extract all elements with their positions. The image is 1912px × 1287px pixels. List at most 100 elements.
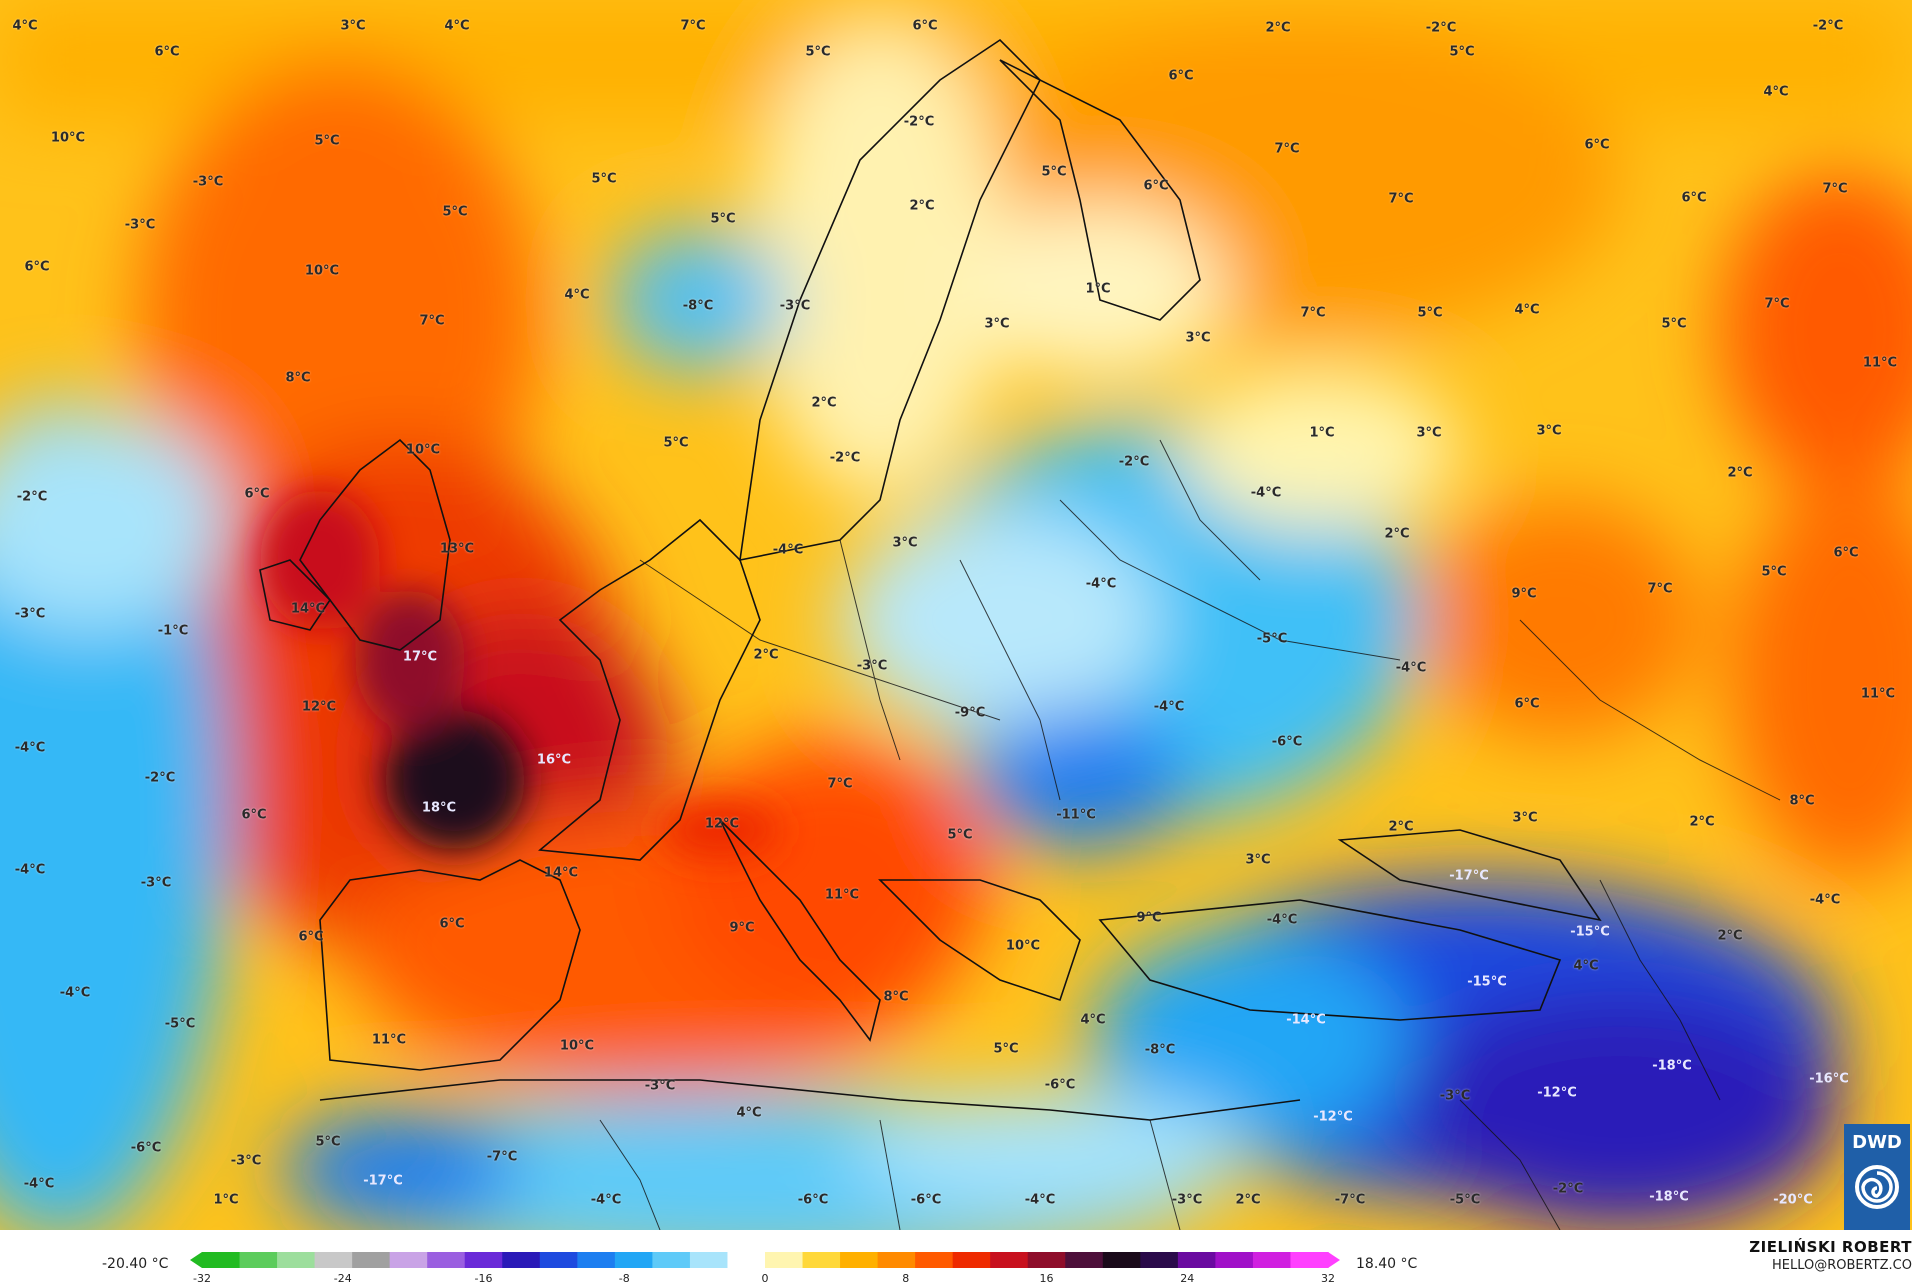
temperature-label: 11°C (1862, 355, 1898, 371)
temperature-label: -3°C (192, 174, 224, 190)
temperature-label: -2°C (16, 489, 48, 505)
temperature-label: 10°C (1005, 938, 1041, 954)
temperature-label: -11°C (1056, 807, 1096, 823)
temperature-label: -7°C (1334, 1192, 1366, 1208)
temperature-label: 2°C (909, 198, 935, 214)
author-name: ZIELIŃSKI ROBERT (1749, 1238, 1912, 1256)
temperature-label: -2°C (903, 114, 935, 130)
temperature-label: 5°C (315, 1134, 341, 1150)
temperature-label: -2°C (829, 450, 861, 466)
temperature-label: 2°C (1384, 526, 1410, 542)
temperature-label: -1°C (157, 623, 189, 639)
temperature-label: -4°C (1153, 699, 1185, 715)
coastlines (259, 38, 1602, 1121)
temperature-label: 8°C (285, 370, 311, 386)
temperature-label: 12°C (704, 816, 740, 832)
temperature-label: 7°C (1647, 581, 1673, 597)
temperature-label: 6°C (439, 916, 465, 932)
temperature-label: -17°C (1449, 868, 1489, 884)
temperature-label: -12°C (1537, 1085, 1577, 1101)
temperature-label: 10°C (405, 442, 441, 458)
color-scale-segment (840, 1252, 879, 1268)
temperature-label: -6°C (1044, 1077, 1076, 1093)
legend: -20.40 °C -32 -24 -16 -8 0 8 16 24 32 18.40 °C (0, 1230, 1912, 1287)
color-scale-segment (802, 1252, 841, 1268)
legend-tick-label: 8 (902, 1272, 910, 1285)
color-scale-segment (877, 1252, 916, 1268)
color-scale-segment (727, 1252, 766, 1268)
temperature-label: 4°C (1080, 1012, 1106, 1028)
temperature-label: -3°C (1439, 1088, 1471, 1104)
temperature-label: 5°C (1041, 164, 1067, 180)
temperature-label: 2°C (1717, 928, 1743, 944)
temperature-label: 9°C (1511, 586, 1537, 602)
legend-tick-label: -8 (618, 1272, 630, 1285)
legend-tick-label: 16 (1039, 1272, 1054, 1285)
temperature-label: 6°C (24, 259, 50, 275)
legend-tick-label: -32 (193, 1272, 211, 1285)
temperature-label: 5°C (993, 1041, 1019, 1057)
temperature-label: 2°C (753, 647, 779, 663)
temperature-label: 11°C (824, 887, 860, 903)
temperature-label: 7°C (1300, 305, 1326, 321)
temperature-label: -18°C (1649, 1189, 1689, 1205)
temperature-label: 6°C (154, 44, 180, 60)
temperature-label: 7°C (1764, 296, 1790, 312)
temperature-label: 2°C (1388, 819, 1414, 835)
temperature-label: 13°C (439, 541, 475, 557)
color-scale-segment (314, 1252, 353, 1268)
temperature-label: -4°C (1266, 912, 1298, 928)
temperature-label: 14°C (290, 601, 326, 617)
temperature-label: 1°C (1309, 425, 1335, 441)
temperature-label: 7°C (680, 18, 706, 34)
dwd-logo: DWD (1844, 1124, 1910, 1230)
temperature-label: -4°C (59, 985, 91, 1001)
temperature-label: -4°C (772, 542, 804, 558)
temperature-label: 6°C (1143, 178, 1169, 194)
borders (599, 439, 1781, 1230)
color-scale-segment (1065, 1252, 1104, 1268)
color-scale-segment (1027, 1252, 1066, 1268)
temperature-label: -8°C (1144, 1042, 1176, 1058)
color-scale-segment (614, 1252, 653, 1268)
temperature-label: 5°C (1417, 305, 1443, 321)
temperature-label: -15°C (1467, 974, 1507, 990)
legend-tick-label: 0 (761, 1272, 769, 1285)
temperature-label: 11°C (1860, 686, 1896, 702)
temperature-label: -4°C (590, 1192, 622, 1208)
temperature-label: -16°C (1809, 1071, 1849, 1087)
temperature-label: 3°C (1185, 330, 1211, 346)
temperature-label: -4°C (1250, 485, 1282, 501)
legend-tick-label: -24 (333, 1272, 352, 1285)
temperature-label: 5°C (947, 827, 973, 843)
temperature-label: -4°C (1809, 892, 1841, 908)
temperature-label: 3°C (1536, 423, 1562, 439)
temperature-map: 4°C 3°C 4°C 7°C 6°C 2°C -2°C -2°C 6°C 5°C 5°C 6°C 4°… (0, 0, 1912, 1230)
legend-tick-label: 24 (1180, 1272, 1195, 1285)
temperature-label: 4°C (564, 287, 590, 303)
temperature-label: 18°C (421, 800, 457, 816)
temperature-label: 6°C (244, 486, 270, 502)
temperature-label: 4°C (1573, 958, 1599, 974)
legend-tick-label: 32 (1321, 1272, 1335, 1285)
temperature-label: -3°C (644, 1078, 676, 1094)
temperature-label: 4°C (1763, 84, 1789, 100)
temperature-label: 3°C (1416, 425, 1442, 441)
credit: ZIELIŃSKI ROBERT HELLO@ROBERTZ.CO (1749, 1238, 1912, 1273)
temperature-label: -5°C (164, 1016, 196, 1032)
color-scale-segment (1177, 1252, 1216, 1268)
author-email: HELLO@ROBERTZ.CO (1771, 1258, 1912, 1273)
color-scale-high-arrow (1328, 1252, 1340, 1268)
temperature-label: -6°C (910, 1192, 942, 1208)
color-scale-segment (1215, 1252, 1254, 1268)
temperature-label: -3°C (14, 606, 46, 622)
temperature-label: 4°C (1514, 302, 1540, 318)
temperature-label: 10°C (559, 1038, 595, 1054)
color-scale-segment (239, 1252, 278, 1268)
temperature-label: -3°C (1171, 1192, 1203, 1208)
temperature-label: 5°C (1449, 44, 1475, 60)
temperature-label: -6°C (130, 1140, 162, 1156)
color-scale-segment (1252, 1252, 1292, 1268)
temperature-label: 7°C (1274, 141, 1300, 157)
color-scale-segment (1140, 1252, 1179, 1268)
